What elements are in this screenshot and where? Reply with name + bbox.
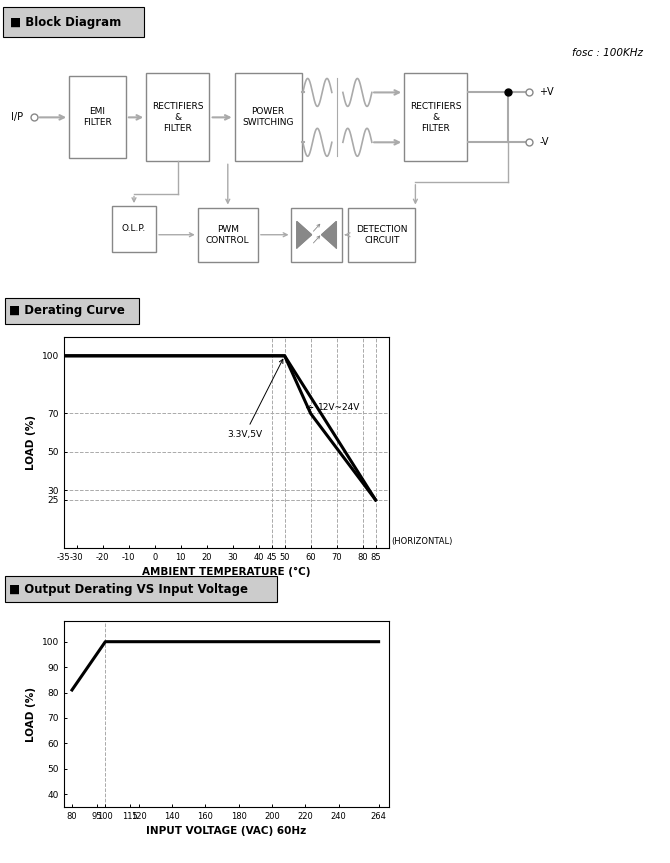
Bar (146, 73, 209, 161)
Text: ■ Derating Curve: ■ Derating Curve (9, 304, 125, 318)
X-axis label: INPUT VOLTAGE (VAC) 60Hz: INPUT VOLTAGE (VAC) 60Hz (146, 826, 306, 836)
Text: 12V~24V: 12V~24V (307, 403, 360, 412)
Text: RECTIFIERS
&
FILTER: RECTIFIERS & FILTER (410, 102, 461, 133)
X-axis label: AMBIENT TEMPERATURE (°C): AMBIENT TEMPERATURE (°C) (142, 567, 310, 577)
Text: POWER
SWITCHING: POWER SWITCHING (243, 107, 293, 128)
Bar (113, 206, 155, 252)
Bar (291, 208, 342, 261)
Bar (68, 76, 126, 159)
Text: 3.3V,5V: 3.3V,5V (227, 359, 283, 438)
Text: ■ Output Derating VS Input Voltage: ■ Output Derating VS Input Voltage (9, 583, 248, 596)
Text: (HORIZONTAL): (HORIZONTAL) (391, 537, 452, 546)
Text: RECTIFIERS
&
FILTER: RECTIFIERS & FILTER (152, 102, 203, 133)
Text: DETECTION
CIRCUIT: DETECTION CIRCUIT (356, 224, 407, 245)
Text: -V: -V (539, 137, 549, 148)
Bar (348, 208, 415, 261)
Text: I/P: I/P (11, 112, 23, 123)
Text: fosc : 100KHz: fosc : 100KHz (572, 47, 643, 58)
Bar (198, 208, 258, 261)
Text: ■ Block Diagram: ■ Block Diagram (10, 16, 121, 28)
Text: EMI
FILTER: EMI FILTER (83, 107, 111, 128)
Polygon shape (297, 222, 312, 248)
FancyBboxPatch shape (3, 8, 144, 37)
Polygon shape (322, 222, 336, 248)
Text: O.L.P.: O.L.P. (122, 224, 146, 233)
Text: +V: +V (539, 87, 554, 98)
Text: PWM
CONTROL: PWM CONTROL (206, 224, 250, 245)
Y-axis label: LOAD (%): LOAD (%) (26, 687, 36, 741)
Bar (403, 73, 468, 161)
Bar (234, 73, 302, 161)
Y-axis label: LOAD (%): LOAD (%) (26, 415, 36, 469)
